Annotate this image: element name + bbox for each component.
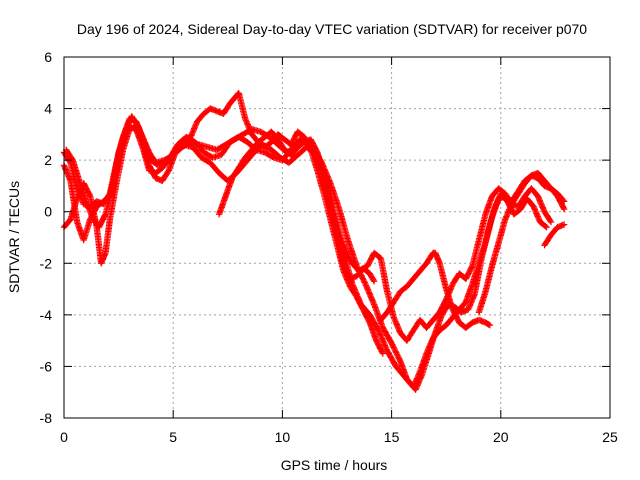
series-track-6 (377, 249, 494, 331)
y-tick-label: -2 (40, 255, 53, 271)
y-tick-label: -6 (40, 358, 53, 374)
x-tick-label: 15 (384, 429, 400, 445)
y-tick-label: -4 (40, 307, 53, 323)
y-tick-label: 2 (44, 152, 52, 168)
x-axis-label: GPS time / hours (281, 457, 388, 473)
data-point (362, 280, 369, 288)
y-tick-label: 4 (44, 101, 52, 117)
tick-labels: 0 5 10 15 20 25 -8 -6 -4 -2 0 2 4 6 (40, 49, 618, 445)
chart-title: Day 196 of 2024, Sidereal Day-to-day VTE… (77, 21, 587, 37)
data-point-trail (476, 170, 567, 314)
y-axis-label: SDTVAR / TECUs (6, 181, 22, 293)
series-track-7 (475, 169, 568, 316)
x-tick-label: 25 (602, 429, 618, 445)
series-track-8 (541, 221, 568, 249)
plot-frame (63, 56, 611, 419)
data-point-trail (63, 90, 386, 356)
x-tick-label: 20 (493, 429, 509, 445)
y-tick-label: 6 (44, 49, 52, 65)
x-tick-label: 5 (169, 429, 177, 445)
series-track-4 (62, 89, 387, 357)
data-point-trail (216, 129, 377, 284)
series-track-5 (215, 128, 378, 285)
x-tick-label: 10 (275, 429, 291, 445)
data-points (60, 89, 568, 393)
x-tick-label: 0 (60, 429, 68, 445)
y-tick-label: -8 (40, 410, 53, 426)
data-point-trail (542, 221, 566, 248)
data-point-trail (378, 249, 492, 331)
y-tick-label: 0 (44, 204, 52, 220)
axis-ticks (63, 56, 611, 419)
